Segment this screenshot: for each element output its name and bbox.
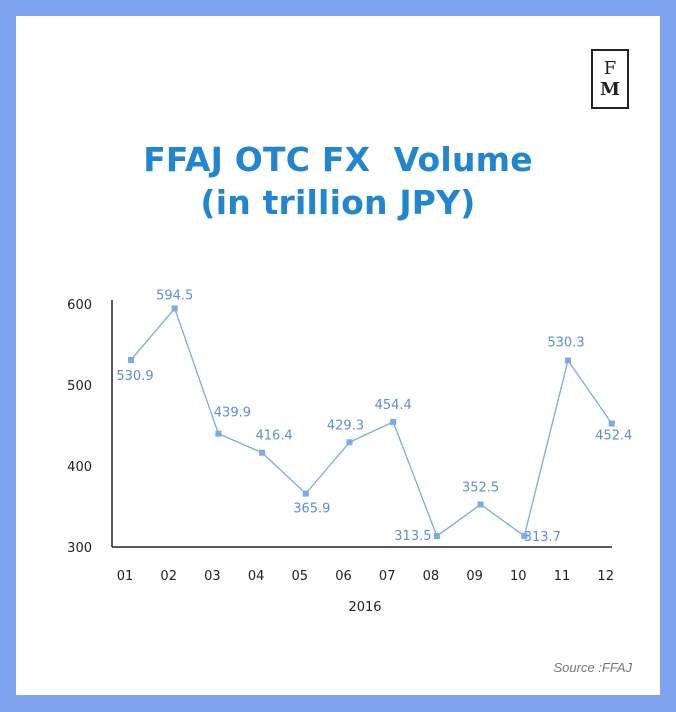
source-note: Source :FFAJ — [553, 660, 632, 675]
data-point-marker — [565, 357, 571, 364]
data-point-marker — [128, 356, 134, 363]
y-tick-label: 400 — [67, 460, 92, 475]
data-value-label: 439.9 — [214, 406, 251, 421]
y-tick-label: 300 — [67, 541, 92, 556]
chart-title-line-2: (in trillion JPY) — [200, 183, 476, 222]
data-value-label: 452.4 — [595, 429, 632, 444]
x-tick-label: 06 — [335, 569, 352, 584]
data-value-label: 530.3 — [547, 335, 584, 350]
x-tick-label: 02 — [160, 569, 177, 584]
data-point-marker — [390, 418, 397, 425]
data-point-marker — [477, 501, 484, 508]
logo-letter-f: F — [603, 57, 617, 79]
x-tick-label: 03 — [204, 569, 221, 584]
x-tick-label: 10 — [510, 569, 527, 584]
series-line — [130, 307, 613, 538]
data-point-marker — [521, 532, 528, 539]
x-tick-label: 09 — [466, 569, 483, 584]
x-tick-label: 11 — [554, 569, 571, 584]
data-point-marker — [433, 533, 440, 540]
data-point-marker — [171, 305, 178, 312]
x-tick-label: 12 — [597, 569, 614, 584]
data-value-label: 454.4 — [375, 398, 412, 413]
x-tick-label: 04 — [248, 569, 265, 584]
x-tick-label: 07 — [379, 569, 396, 584]
data-point-marker — [302, 490, 309, 497]
x-tick-label: 05 — [292, 569, 309, 584]
data-value-label: 313.5 — [394, 529, 431, 544]
x-axis-label: 2016 — [348, 600, 381, 615]
x-tick-label: 08 — [423, 569, 440, 584]
logo-letter-m: M — [600, 78, 620, 100]
y-tick-label: 500 — [67, 379, 92, 394]
data-value-label: 365.9 — [293, 502, 330, 517]
data-value-label: 416.4 — [255, 429, 292, 444]
data-point-marker — [259, 449, 266, 456]
data-value-label: 313.7 — [524, 530, 561, 545]
data-value-label: 594.5 — [156, 288, 193, 303]
data-value-label: 429.3 — [327, 418, 364, 433]
x-tick-label: 01 — [117, 569, 134, 584]
data-point-marker — [215, 430, 222, 437]
data-value-label: 530.9 — [116, 369, 153, 384]
y-tick-label: 600 — [67, 298, 92, 313]
data-value-label: 352.5 — [462, 480, 499, 495]
chart-card — [16, 16, 660, 695]
data-point-marker — [608, 420, 615, 427]
fm-logo: F M — [591, 49, 629, 109]
chart-title-line-1: FFAJ OTC FX Volume — [143, 140, 533, 179]
data-point-marker — [346, 439, 353, 446]
